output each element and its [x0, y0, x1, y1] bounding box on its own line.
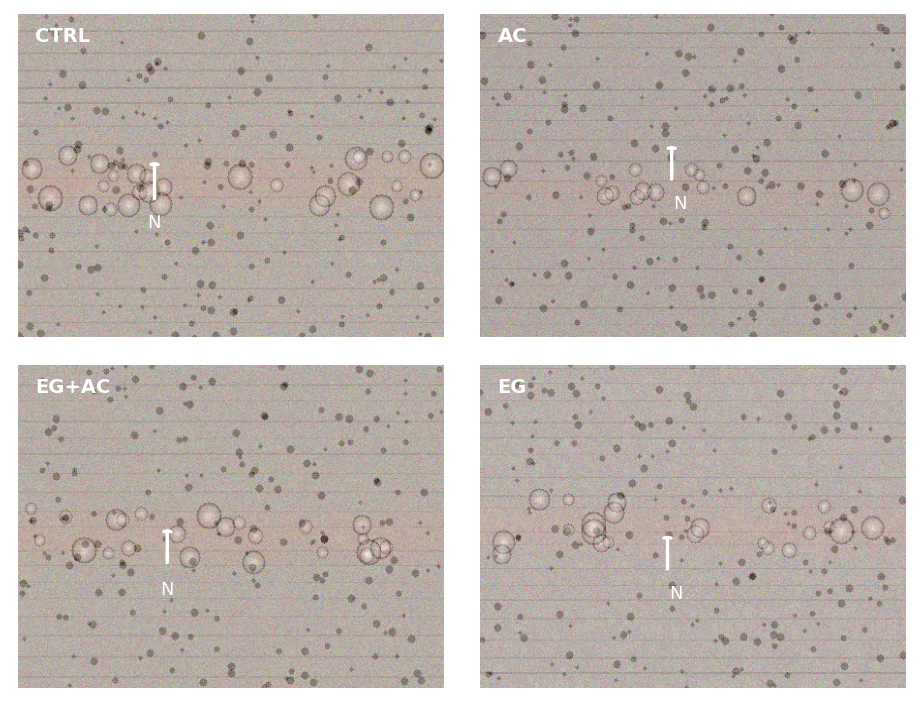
- Text: CTRL: CTRL: [35, 27, 91, 46]
- Text: EG+AC: EG+AC: [35, 378, 111, 397]
- Text: N: N: [161, 581, 174, 600]
- Text: N: N: [674, 195, 687, 213]
- Text: N: N: [148, 214, 162, 232]
- Text: AC: AC: [497, 27, 527, 46]
- Text: EG: EG: [497, 378, 527, 397]
- Text: N: N: [669, 585, 683, 602]
